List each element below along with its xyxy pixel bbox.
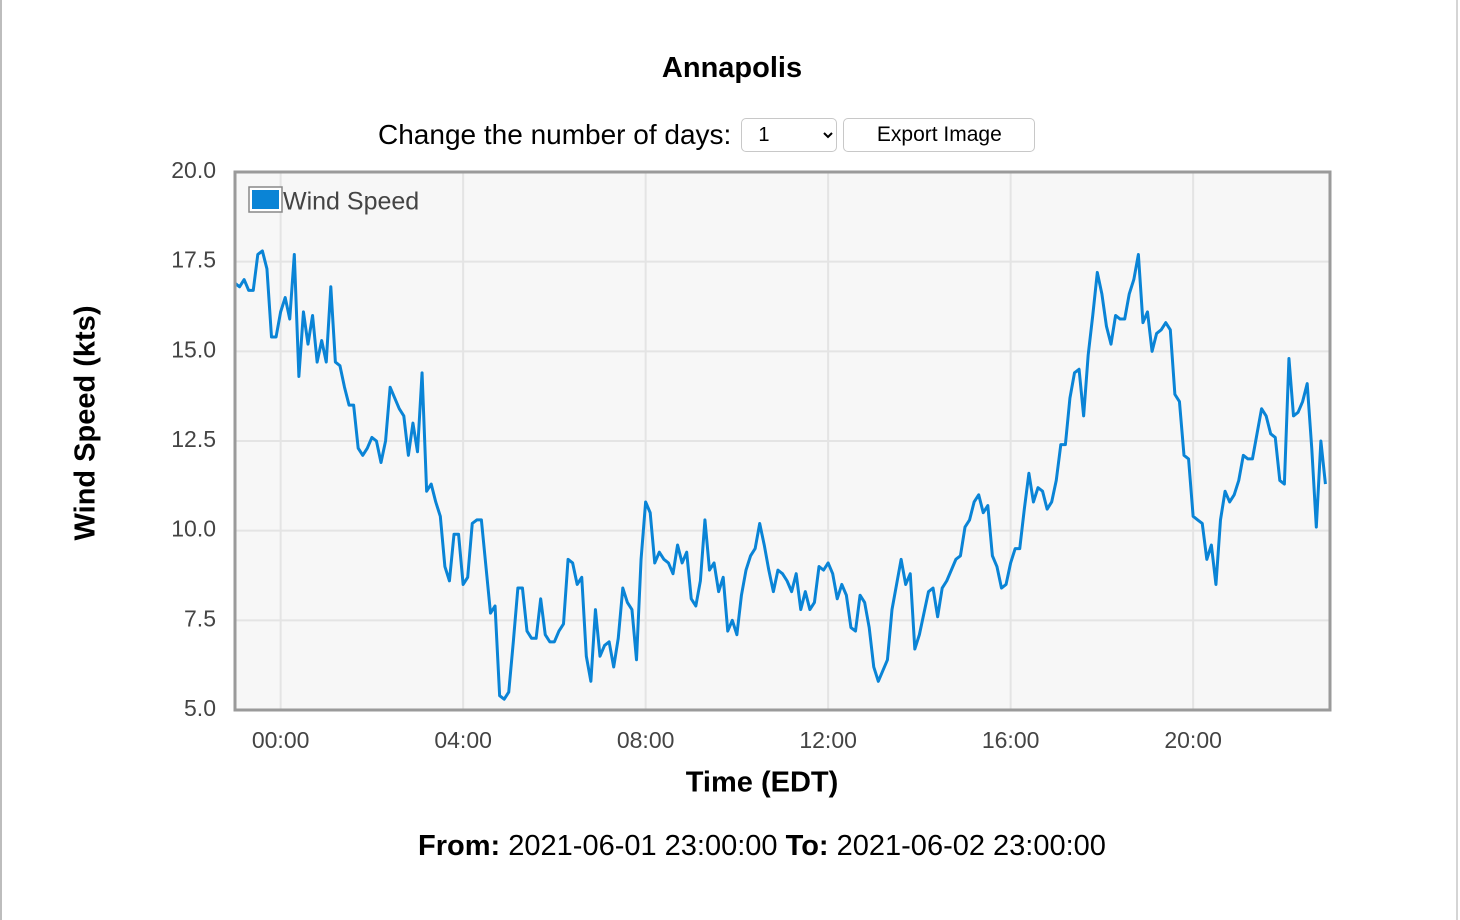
to-label: To: <box>785 830 829 862</box>
y-tick-label: 12.5 <box>171 426 216 452</box>
y-axis-label: Wind Speed (kts) <box>70 306 102 541</box>
marks <box>234 249 1327 701</box>
days-select[interactable]: 1 <box>741 118 838 152</box>
to-date: 2021-06-02 23:00:00 <box>836 830 1106 862</box>
plot-border <box>233 170 1332 712</box>
y-tick-label: 15.0 <box>171 336 216 362</box>
export-button[interactable]: Export Image <box>843 118 1036 152</box>
x-tick-label: 04:00 <box>434 727 492 753</box>
x-tick-label: 20:00 <box>1164 727 1222 753</box>
date-range: From: 2021-06-01 23:00:00 To: 2021-06-02… <box>0 830 1460 863</box>
x-tick-label: 08:00 <box>617 727 675 753</box>
from-label: From: <box>418 830 501 862</box>
x-axis-label: Time (EDT) <box>686 767 839 799</box>
y-tick-label: 20.0 <box>171 157 216 183</box>
y-tick-label: 10.0 <box>171 516 216 542</box>
from-date: 2021-06-01 23:00:00 <box>508 830 778 862</box>
chart: Time (EDT) Wind Speed (kts) 5.0 7.5 10.0 12… <box>70 157 1332 799</box>
y-tick-label: 17.5 <box>171 247 216 273</box>
x-tick-label: 00:00 <box>252 727 310 753</box>
days-label: Change the number of days: <box>378 119 732 150</box>
x-tick-label: 12:00 <box>799 727 857 753</box>
y-tick-label: 5.0 <box>184 695 216 721</box>
legend-label: Wind Speed <box>283 188 419 216</box>
x-tick-label: 16:00 <box>982 727 1040 753</box>
page-title: Annapolis <box>661 52 803 84</box>
controls: Change the number of days: 1 Export Imag… <box>378 117 1036 153</box>
line <box>234 249 1327 701</box>
y-tick-label: 7.5 <box>184 605 216 631</box>
legend-swatch <box>252 190 279 209</box>
